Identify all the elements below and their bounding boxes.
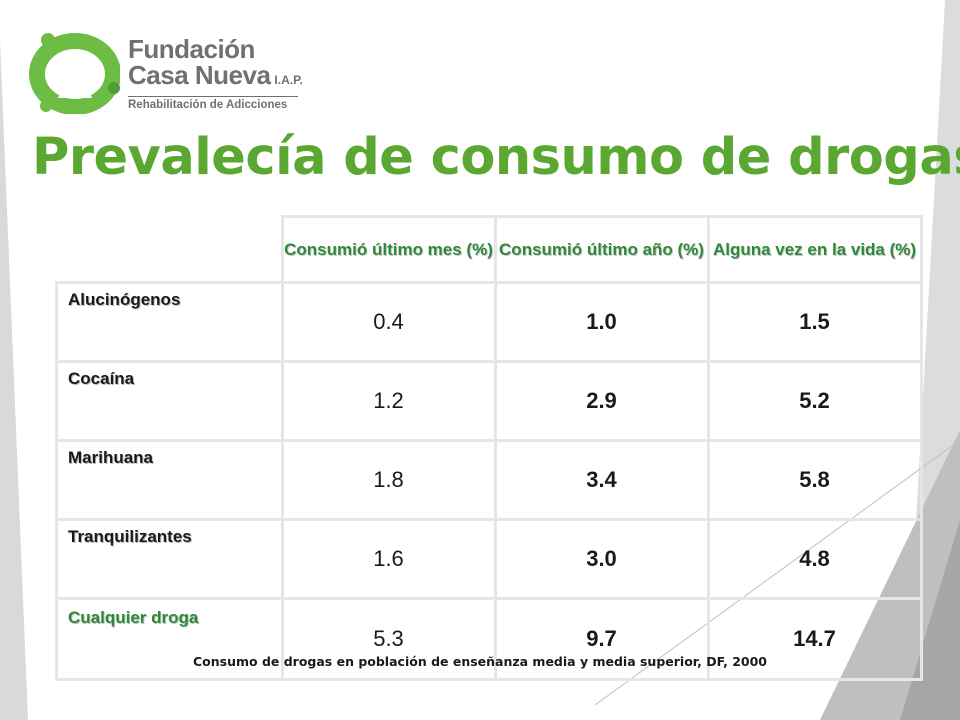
value-cell: 3.0 [493, 518, 710, 600]
row-label: Tranquilizantes [55, 518, 284, 600]
header-last-month: Consumió último mes (%) [280, 215, 497, 284]
value-cell: 1.2 [280, 360, 497, 442]
logo-name-line1: Fundación [128, 34, 255, 64]
value-cell: 0.4 [280, 281, 497, 363]
logo-tagline: Rehabilitación de Adicciones [128, 96, 298, 111]
table-row: Alucinógenos 0.4 1.0 1.5 [55, 281, 923, 363]
value-cell: 5.3 [280, 597, 497, 681]
row-label: Marihuana [55, 439, 284, 521]
value-cell: 4.8 [706, 518, 923, 600]
value-cell: 14.7 [706, 597, 923, 681]
value-cell: 1.5 [706, 281, 923, 363]
table-header-row: Consumió último mes (%) Consumió último … [57, 215, 923, 284]
logo-name-casa-nueva: Casa Nueva [128, 60, 271, 90]
row-label: Cocaína [55, 360, 284, 442]
header-empty-cell [57, 217, 283, 283]
logo-name-line2: Casa Nueva I.A.P. [128, 62, 303, 93]
value-cell: 5.8 [706, 439, 923, 521]
left-gray-wedge [0, 40, 28, 720]
table-row: Cualquier droga 5.3 9.7 14.7 [55, 597, 923, 681]
logo-suffix: I.A.P. [274, 73, 303, 87]
table-row: Marihuana 1.8 3.4 5.8 [55, 439, 923, 521]
value-cell: 9.7 [493, 597, 710, 681]
table-row: Tranquilizantes 1.6 3.0 4.8 [55, 518, 923, 600]
value-cell: 2.9 [493, 360, 710, 442]
value-cell: 3.4 [493, 439, 710, 521]
casa-nueva-logo-icon [29, 33, 120, 114]
drug-prevalence-table: Consumió último mes (%) Consumió último … [55, 215, 923, 681]
value-cell: 1.0 [493, 281, 710, 363]
organization-logo: Fundación Casa Nueva I.A.P. Rehabilitació… [28, 26, 318, 116]
row-label: Cualquier droga [55, 597, 284, 681]
row-label: Alucinógenos [55, 281, 284, 363]
slide-title: Prevalecía de consumo de drogas [32, 128, 960, 187]
table-row: Cocaína 1.2 2.9 5.2 [55, 360, 923, 442]
source-caption: Consumo de drogas en población de enseña… [192, 654, 768, 669]
value-cell: 1.6 [280, 518, 497, 600]
header-last-year: Consumió último año (%) [493, 215, 710, 284]
value-cell: 1.8 [280, 439, 497, 521]
value-cell: 5.2 [706, 360, 923, 442]
header-lifetime: Alguna vez en la vida (%) [706, 215, 923, 284]
